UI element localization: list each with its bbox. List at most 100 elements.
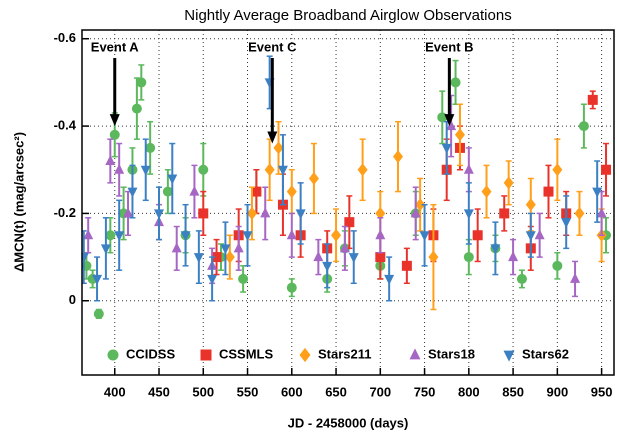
legend-marker [107,349,119,361]
point [220,244,231,255]
point [348,253,359,264]
point [286,229,297,240]
x-tick-label: 700 [369,384,391,399]
point [114,163,125,174]
point [105,230,116,241]
point [503,176,514,190]
point [277,165,288,176]
legend-marker [409,348,421,360]
point [198,208,209,219]
point [499,208,510,219]
point [313,251,324,262]
legend-label: CSSMLS [219,346,274,361]
point [428,250,439,264]
x-tick-label: 650 [325,384,347,399]
point [233,242,244,253]
point [224,250,235,264]
point [286,185,297,199]
point [393,150,404,164]
point [331,228,342,242]
point [525,198,536,212]
x-axis-label: JD - 2458000 (days) [288,415,409,430]
chart-title: Nightly Average Broadband Airglow Observ… [184,7,511,24]
x-tick-label: 550 [237,384,259,399]
y-axis-label: ΔMCN(t) (mag/arcsec²) [11,132,26,272]
point [375,229,386,240]
point [525,231,536,242]
point [238,273,249,284]
point [167,174,178,185]
x-tick-label: 600 [281,384,303,399]
point [295,209,306,220]
point [472,230,483,241]
x-tick-label: 950 [591,384,613,399]
point [246,206,257,220]
point [481,185,492,199]
point [131,103,142,114]
point [83,229,94,240]
point [357,163,368,177]
point [180,231,191,242]
point [516,273,527,284]
point [410,207,421,218]
legend-label: Stars62 [522,346,569,361]
x-tick-label: 900 [546,384,568,399]
arrow-head [109,114,120,127]
point [242,231,253,242]
point [375,206,386,220]
point [508,251,519,262]
point [140,165,151,176]
legend-label: Stars211 [318,346,372,361]
plot-area [82,55,612,319]
point [123,207,134,218]
point [260,207,271,218]
annotation-label: Event B [425,39,473,54]
point [100,244,111,255]
point [596,207,607,218]
point [463,163,474,174]
x-tick-label: 800 [458,384,480,399]
point [450,77,461,88]
arrow-head [444,114,455,127]
point [189,185,200,196]
legend-marker [503,350,515,362]
point [463,209,474,220]
y-tick-label: 0 [69,292,76,307]
point [145,142,156,153]
point [109,129,120,140]
x-tick-label: 850 [502,384,524,399]
point [171,242,182,253]
point [207,274,218,285]
point [114,231,125,242]
point [344,217,355,228]
point [286,282,297,293]
point [273,141,284,155]
point [534,229,545,240]
point [193,253,204,264]
point [339,242,350,253]
point [93,308,104,319]
point [105,155,116,166]
point [82,253,89,264]
point [552,260,563,271]
point [136,77,147,88]
legend-label: Stars18 [428,346,475,361]
point [587,94,598,105]
point [251,186,262,197]
point [463,252,474,263]
point [574,206,585,220]
point [375,252,386,263]
point [415,198,426,212]
y-tick-label: -0.2 [54,205,76,220]
x-tick-label: 750 [414,384,436,399]
point [162,186,173,197]
point [543,186,554,197]
point [490,244,501,255]
point [154,209,165,220]
point [264,163,275,177]
y-tick-label: -0.6 [54,30,76,45]
point [446,120,457,131]
point [441,143,452,154]
annotation-label: Event A [91,39,140,54]
point [92,274,103,285]
